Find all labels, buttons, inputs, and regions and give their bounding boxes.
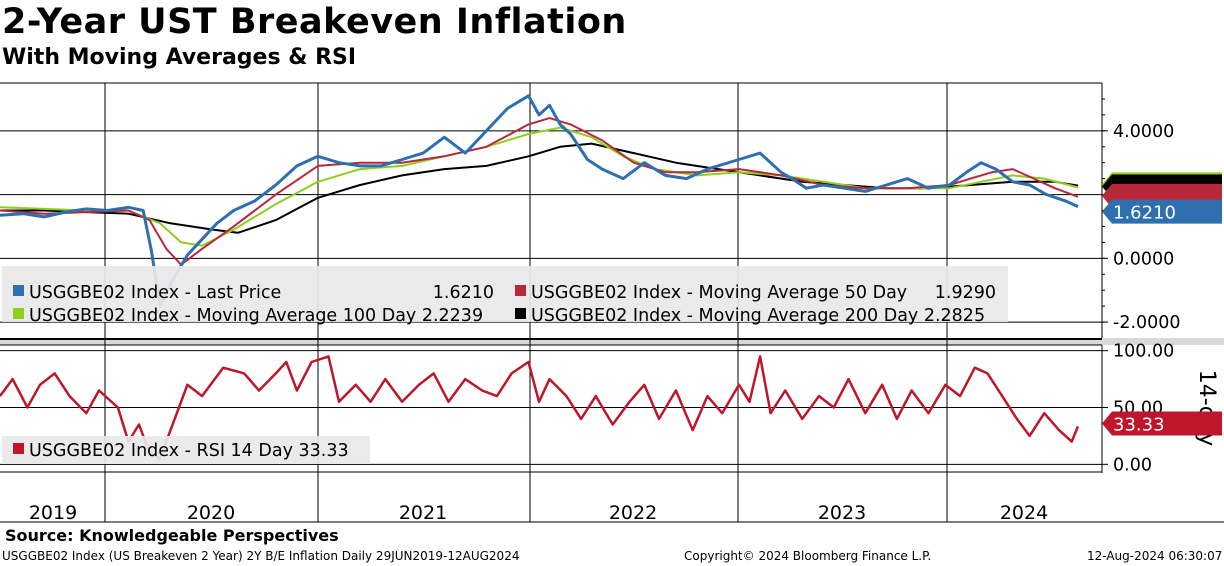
rsi-legend-box: [2, 436, 370, 464]
panel-separator: [0, 338, 1224, 345]
rsi-tick-label: 100.00: [1113, 342, 1174, 362]
badge-last-price: 1.6210: [1102, 199, 1222, 224]
source-label: Source: Knowledgeable Perspectives: [5, 526, 339, 545]
legend-swatch: [515, 285, 526, 296]
x-tick-label: 2023: [818, 502, 866, 524]
x-tick-label: 2021: [399, 502, 447, 524]
x-tick-label: 2024: [1000, 502, 1048, 524]
value-badges: 1.6210 33.33: [1102, 172, 1222, 436]
legend-label: USGGBE02 Index - Moving Average 200 Day …: [531, 306, 985, 326]
rsi-tick-label: 0.00: [1113, 455, 1152, 475]
legend-label: USGGBE02 Index - Moving Average 100 Day …: [29, 306, 483, 326]
footer-copyright: Copyright© 2024 Bloomberg Finance L.P.: [684, 549, 932, 563]
price-tick-label: -2.0000: [1113, 313, 1181, 333]
chart-title: 2-Year UST Breakeven Inflation: [2, 2, 627, 42]
series-line-ma50: [0, 117, 1079, 266]
legend-swatch: [13, 443, 24, 454]
chart-subtitle: With Moving Averages & RSI: [2, 45, 357, 70]
price-tick-label: 4.0000: [1113, 122, 1174, 142]
badge-shape: [1102, 411, 1222, 436]
legend: USGGBE02 Index - Last Price 1.6210 USGGBE0…: [2, 266, 1008, 464]
badge-label: 33.33: [1113, 414, 1165, 435]
legend-label: USGGBE02 Index - Last Price: [29, 283, 281, 303]
legend-label: USGGBE02 Index - Moving Average 50 Day: [531, 283, 907, 303]
badge-label: 1.6210: [1113, 203, 1176, 224]
footer-timestamp: 12-Aug-2024 06:30:07: [1087, 549, 1223, 563]
price-legend-box: [2, 266, 1008, 322]
x-tick-label: 2022: [609, 502, 657, 524]
legend-swatch: [13, 285, 24, 296]
legend-swatch: [515, 308, 526, 319]
legend-label: USGGBE02 Index - RSI 14 Day 33.33: [29, 441, 349, 461]
footer-description: USGGBE02 Index (US Breakeven 2 Year) 2Y …: [2, 549, 520, 563]
x-tick-label: 2020: [187, 502, 235, 524]
legend-value: 1.6210: [433, 283, 494, 303]
legend-value: 1.9290: [935, 283, 996, 303]
badge-rsi: 33.33: [1102, 411, 1222, 436]
price-tick-label: 0.0000: [1113, 249, 1174, 269]
legend-swatch: [13, 308, 24, 319]
x-tick-label: 2019: [29, 502, 77, 524]
badge-shape: [1102, 199, 1222, 224]
